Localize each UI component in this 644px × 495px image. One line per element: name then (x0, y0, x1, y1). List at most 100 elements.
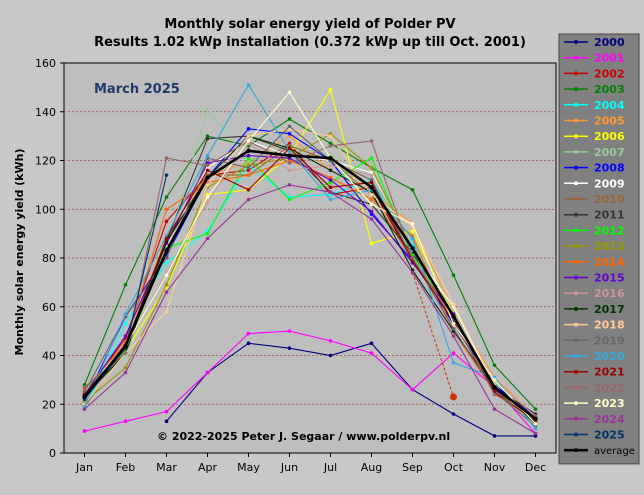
grid-lines (64, 111, 556, 405)
legend-label: 2013 (594, 240, 625, 253)
legend-marker (574, 118, 578, 123)
data-point (410, 222, 415, 226)
series-line (84, 140, 536, 417)
data-point (533, 407, 538, 411)
data-point (287, 197, 292, 202)
data-point (164, 236, 169, 241)
data-point (82, 407, 87, 411)
data-point (164, 256, 169, 260)
legend-marker (574, 259, 578, 264)
legend-marker (574, 448, 578, 453)
data-point (451, 273, 456, 277)
data-point (246, 331, 251, 336)
data-point (410, 246, 415, 251)
legend-label: 2011 (594, 209, 625, 222)
legend-label: 2018 (594, 319, 625, 332)
y-axis-label: Monthly solar energy yield (kWh) (13, 148, 26, 355)
data-point (123, 370, 128, 375)
series-line (84, 330, 536, 434)
data-point (287, 146, 292, 151)
data-point (369, 209, 374, 214)
data-point (164, 261, 169, 265)
data-point (287, 131, 292, 136)
legend: 2000 2001 2002 2003 2004 2005 2006 2007 2008 2009… (558, 33, 640, 465)
data-point (205, 370, 210, 375)
data-point (123, 312, 128, 316)
legend-label: 2021 (594, 366, 625, 379)
legend-marker (574, 416, 578, 421)
legend-marker (574, 369, 578, 374)
legend-label: 2025 (594, 429, 625, 442)
data-point (246, 197, 251, 202)
data-point (205, 236, 210, 241)
data-point (246, 83, 251, 87)
data-point (451, 314, 456, 319)
data-point (164, 195, 169, 199)
data-point (328, 353, 333, 358)
data-point (287, 153, 292, 158)
legend-label: 2024 (594, 413, 625, 426)
legend-marker (574, 306, 578, 311)
data-point (164, 273, 169, 277)
data-point (246, 187, 251, 192)
data-point (246, 341, 251, 346)
legend-marker (574, 40, 578, 44)
data-point (369, 217, 374, 221)
data-point (246, 153, 251, 158)
data-point (369, 241, 374, 246)
legend-label: 2006 (594, 130, 625, 143)
data-point (287, 168, 292, 173)
data-point (164, 219, 169, 224)
legend-marker (574, 197, 578, 201)
x-tick-label: Dec (525, 461, 546, 474)
data-point (287, 329, 292, 333)
legend-label: 2004 (594, 99, 625, 112)
data-point (328, 190, 333, 194)
data-point (369, 173, 374, 177)
legend-marker (574, 401, 578, 406)
legend-label: 2001 (594, 52, 625, 65)
legend-marker (574, 165, 578, 170)
data-point (533, 431, 538, 436)
data-point (246, 173, 251, 177)
series-line (83, 118, 536, 410)
series-layer (82, 83, 538, 438)
series-average (82, 148, 538, 422)
data-point (451, 326, 456, 331)
data-point (246, 148, 251, 153)
y-axis-ticks: 0 20 40 60 80 100 120 140 160 (35, 57, 64, 460)
data-point (369, 351, 374, 355)
data-point (82, 394, 87, 400)
y-tick-label: 20 (42, 398, 56, 411)
legend-label: 2012 (594, 224, 625, 237)
legend-marker (574, 149, 578, 154)
data-point (410, 229, 415, 233)
x-tick-label: Apr (198, 461, 218, 474)
legend-label: 2022 (594, 381, 625, 394)
data-point (205, 168, 210, 173)
legend-label: 2009 (594, 177, 625, 190)
series-line (84, 135, 536, 425)
data-point (246, 127, 251, 131)
data-point (246, 134, 251, 138)
x-tick-label: Sep (402, 461, 423, 474)
data-point (164, 156, 169, 160)
data-point (164, 409, 169, 414)
legend-label: 2016 (594, 287, 625, 300)
legend-label: 2014 (594, 256, 625, 269)
legend-marker (574, 432, 578, 437)
data-point (369, 192, 374, 197)
data-point (369, 202, 374, 207)
legend-label: 2005 (594, 115, 625, 128)
legend-marker (574, 291, 578, 296)
series-line (83, 83, 536, 429)
series-line (166, 342, 536, 437)
y-tick-label: 40 (42, 350, 56, 363)
month-annotation: March 2025 (94, 82, 180, 97)
data-point (205, 231, 210, 236)
data-point (123, 283, 128, 287)
legend-marker (574, 385, 578, 390)
x-axis-ticks: Jan Feb Mar Apr May Jun Jul Aug Sep Oct Nov Dec (75, 453, 546, 474)
data-point (287, 124, 292, 129)
